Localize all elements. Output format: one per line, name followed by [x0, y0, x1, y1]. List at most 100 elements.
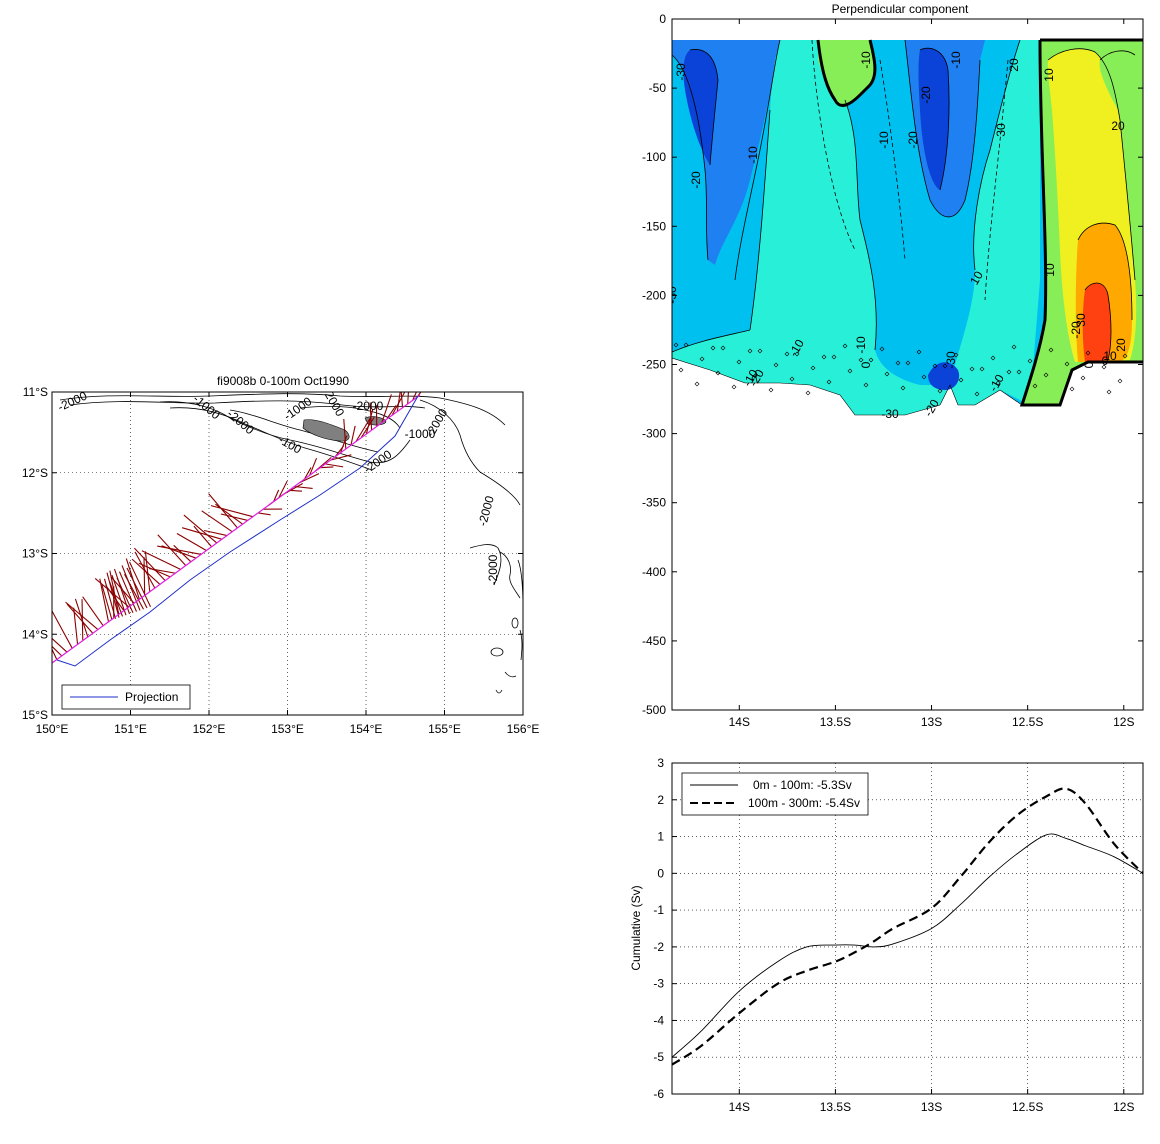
map-contour-label: -2000: [320, 385, 348, 419]
current-vector: [149, 568, 176, 574]
section-ytick-label: -50: [649, 81, 667, 95]
map-contour-label: -100: [276, 432, 304, 456]
current-vector: [52, 647, 58, 661]
section-data-points: [673, 342, 1128, 397]
section-title: Perpendicular component: [832, 2, 969, 16]
data-point: [789, 376, 795, 382]
current-vector: [176, 533, 207, 552]
data-point: [784, 351, 790, 357]
current-vector: [289, 489, 303, 492]
current-vector: [65, 601, 99, 631]
map-grid: [52, 392, 523, 715]
section-contour-label: -20: [906, 131, 920, 149]
map-xtick-label: 154°E: [350, 722, 383, 736]
band-le-neg20: [928, 362, 960, 390]
section-xtick-label: 14S: [729, 715, 750, 729]
current-vector: [294, 485, 313, 490]
current-vector: [215, 503, 243, 525]
current-vector: [412, 392, 418, 401]
section-contour-label: 10: [1103, 349, 1117, 363]
cumulative-xtick-label: 13.5S: [820, 1100, 851, 1114]
data-point: [1117, 378, 1123, 384]
contour-line: [904, 39, 981, 218]
data-point: [768, 387, 774, 393]
section-ytick-label: -150: [642, 219, 666, 233]
section-xtick-label: 12.5S: [1012, 715, 1043, 729]
current-vector: [124, 573, 144, 610]
data-point: [905, 360, 911, 366]
contour-line: [919, 47, 950, 191]
section-ytick-label: -100: [642, 150, 666, 164]
cumulative-ylabel: Cumulative (Sv): [629, 885, 643, 970]
current-vector: [66, 603, 94, 634]
data-point: [821, 354, 827, 360]
data-point: [969, 366, 975, 372]
section-contour-label: 10: [1043, 263, 1057, 277]
data-point: [858, 357, 864, 363]
current-vector: [343, 418, 347, 449]
current-vector: [108, 581, 124, 617]
data-point: [1101, 364, 1107, 370]
current-vector: [129, 561, 151, 608]
legend-label-100-300: 100m - 300m: -5.4Sv: [748, 796, 860, 810]
data-point: [974, 391, 980, 397]
section-xtick-label: 13.5S: [820, 715, 851, 729]
contour-line-dashed: [984, 59, 1009, 301]
section-contour-label: 0: [1082, 361, 1096, 368]
projection-line: [52, 394, 421, 664]
data-point: [916, 349, 922, 355]
contour-line: [689, 49, 719, 166]
data-point: [990, 355, 996, 361]
cumulative-legend-box: [681, 772, 869, 816]
current-vector: [400, 392, 404, 408]
section-ytick-label: -200: [642, 288, 666, 302]
data-point: [937, 388, 943, 394]
cumulative-frame: [671, 762, 1144, 1095]
section-ytick-label: -300: [642, 427, 666, 441]
data-point: [1080, 375, 1086, 381]
data-point: [810, 365, 816, 371]
section-contour-label: -20: [1069, 321, 1083, 339]
data-point: [773, 362, 779, 368]
section-contour-label: 0: [1102, 354, 1109, 368]
current-vector: [309, 457, 318, 476]
cumulative-plot-area: [672, 763, 1143, 1094]
data-point: [683, 342, 689, 348]
current-vector: [340, 435, 348, 453]
current-vector: [101, 584, 113, 621]
contour-line: [672, 329, 751, 353]
current-vector: [183, 514, 218, 544]
data-point: [673, 342, 679, 348]
section-contour-label: 30: [994, 123, 1008, 137]
current-vector: [141, 550, 182, 570]
current-vector: [273, 489, 280, 502]
map-xtick-label: 155°E: [428, 722, 461, 736]
current-vector: [417, 392, 422, 397]
current-vector: [208, 493, 238, 529]
current-vector: [74, 598, 89, 638]
map-contour-label: -1000: [405, 427, 436, 441]
current-vector: [113, 568, 131, 615]
section-contour-label: -20: [919, 86, 933, 104]
current-vector: [121, 565, 141, 611]
cumulative-xtick-label: 12S: [1113, 1100, 1134, 1114]
section-contour-label: -10: [854, 336, 868, 354]
data-point: [942, 363, 948, 369]
data-point: [731, 384, 737, 390]
cumulative-ytick-label: -5: [653, 1050, 664, 1064]
map-legend-label: Projection: [125, 690, 178, 704]
current-vector: [299, 473, 320, 484]
contour-line-dashed: [811, 39, 856, 251]
current-vector: [133, 547, 166, 582]
data-point: [1048, 347, 1054, 353]
map-ytick-label: 12°S: [22, 466, 48, 480]
section-contour-label: -30: [665, 286, 679, 304]
current-vector: [304, 467, 312, 480]
data-point: [1011, 344, 1017, 350]
map-legend: Projection: [61, 684, 191, 710]
contour-line: [1047, 48, 1136, 281]
section-contour-label: -30: [881, 407, 899, 421]
data-point: [921, 374, 927, 380]
map-title: fi9008b 0-100m Oct1990: [217, 374, 349, 388]
map-ytick-label: 14°S: [22, 627, 48, 641]
